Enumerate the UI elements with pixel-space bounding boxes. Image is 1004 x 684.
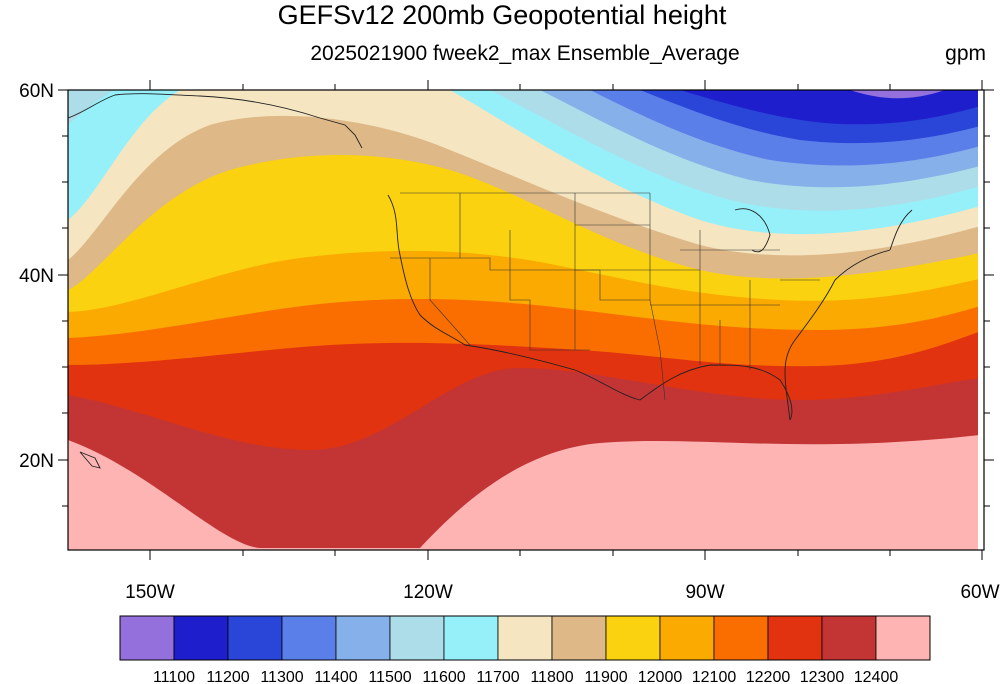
band-below-11100 [850,90,945,99]
colorbar-swatch [875,615,931,661]
new-england-coast [889,209,913,251]
lon-label-120w: 120W [403,582,453,603]
coastlines [68,93,913,469]
colorbar-level-label: 11800 [530,669,573,684]
hawaii [79,451,101,469]
axis-ticks [58,80,994,560]
colorbar-swatch [821,615,877,661]
colorbar-swatch [443,615,499,661]
lon-label-90w: 90W [685,582,724,603]
colorbar-level-label: 11100 [153,669,195,684]
colorbar-level-label: 11700 [476,669,519,684]
lat-label-20n: 20N [19,451,54,472]
colorbar-level-label: 11400 [314,669,357,684]
colorbar-swatch [119,615,175,661]
band-11500-west [68,90,115,125]
band-11100 [680,90,984,125]
colorbar-level-label: 12100 [692,669,737,684]
colorbar-level-label: 11500 [368,669,411,684]
alaska-coast [68,93,363,149]
contour-field [68,90,984,550]
great-lakes [734,208,771,253]
colorbar-level-label: 11200 [206,669,249,684]
colorbar-frame [119,615,931,661]
colorbar-swatch [713,615,769,661]
lon-label-150w: 150W [125,582,175,603]
colorbar-level-label: 12200 [746,669,791,684]
units-label: gpm [945,42,986,65]
colorbar-swatch [659,615,715,661]
colorbar-swatch [605,615,661,661]
state-borders [390,192,820,401]
colorbar-level-label: 12400 [854,669,899,684]
colorbar-level-label: 11600 [422,669,465,684]
map-title: GEFSv12 200mb Geopotential height [277,0,727,30]
lat-label-60n: 60N [19,81,54,102]
colorbar-level-label: 12300 [800,669,845,684]
band-11600-west [68,90,180,220]
colorbar-level-label: 11300 [260,669,303,684]
colorbar-swatch [335,615,391,661]
east-coast [784,249,891,421]
colorbar-swatch [227,615,283,661]
west-coast [387,194,466,346]
colorbar-level-label: 12000 [638,669,683,684]
colorbar-swatch [281,615,337,661]
colorbar-level-label: 11900 [584,669,627,684]
colorbar-swatch [551,615,607,661]
colorbar-swatch [389,615,445,661]
map-subtitle: 2025021900 fweek2_max Ensemble_Average [310,42,740,65]
lon-label-60w: 60W [960,582,999,603]
colorbar-swatch [767,615,823,661]
colorbar [119,615,931,661]
colorbar-swatch [497,615,553,661]
colorbar-swatch [173,615,229,661]
gulf-coast [464,344,793,421]
lat-label-40n: 40N [19,266,54,287]
map-frame [67,89,985,551]
map-right-edge [978,90,984,550]
colorbar-labels: 11100 11200 11300 11400 11500 11600 11700 11800… [153,669,898,684]
